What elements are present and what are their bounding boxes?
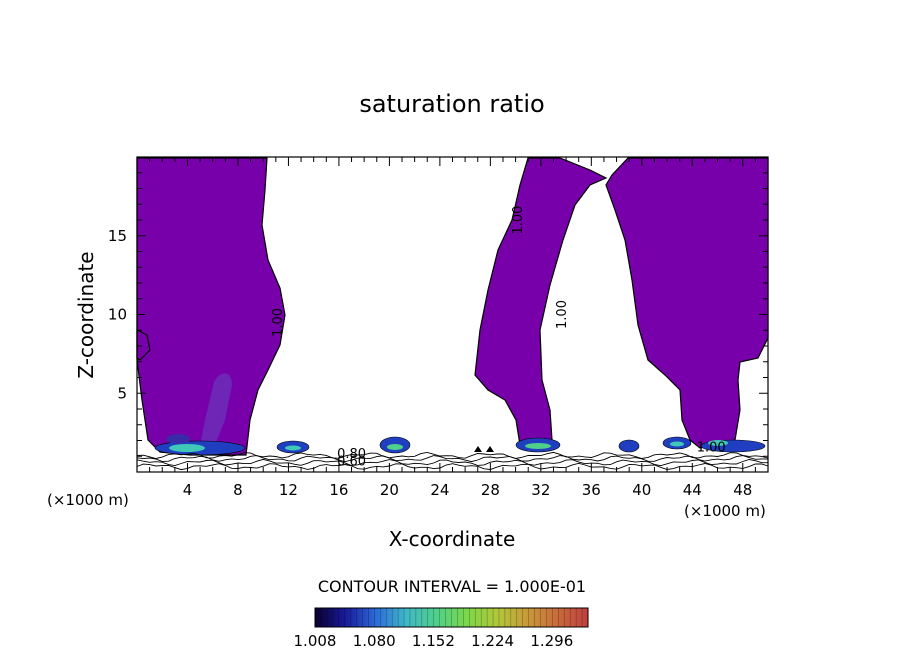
x-tick-label: 4 — [183, 481, 193, 499]
contour-label: 1.00 — [511, 206, 526, 235]
ground-contour — [136, 451, 769, 459]
x-tick-label: 48 — [733, 481, 752, 499]
contour-label: 0.60 — [337, 455, 366, 470]
contour-label: 1.00 — [271, 308, 286, 337]
x-unit-right: (×1000 m) — [684, 502, 766, 520]
x-tick-label: 20 — [380, 481, 399, 499]
axis-ticks — [137, 157, 768, 472]
x-unit-left: (×1000 m) — [47, 491, 129, 509]
contour-label: 1.00 — [555, 300, 570, 329]
x-tick-label: 8 — [233, 481, 243, 499]
x-tick-label: 16 — [329, 481, 348, 499]
chart-title: saturation ratio — [359, 90, 544, 118]
colorbar-tick-label: 1.008 — [294, 632, 337, 650]
y-tick-label: 15 — [108, 227, 127, 245]
ground-contour — [136, 458, 768, 467]
colorbar-tick-label: 1.152 — [412, 632, 455, 650]
ground-contour — [136, 455, 769, 463]
near-surface-patches — [154, 434, 766, 456]
ground-contour-lines — [136, 451, 769, 471]
contour-label: 0.80 — [337, 447, 366, 462]
y-tick-labels: 5 10 15 — [108, 227, 127, 403]
contour-interval: CONTOUR INTERVAL = 1.000E-01 — [318, 577, 586, 596]
colorbar-tick-label: 1.080 — [353, 632, 396, 650]
x-tick-label: 32 — [531, 481, 550, 499]
x-tick-label: 12 — [279, 481, 298, 499]
x-tick-label: 40 — [632, 481, 651, 499]
x-tick-label: 44 — [683, 481, 702, 499]
colorbar-tick-label: 1.296 — [530, 632, 573, 650]
x-tick-labels: 4 8 12 16 20 24 28 32 36 40 44 48 — [183, 481, 753, 499]
colorbar-tick-label: 1.224 — [471, 632, 514, 650]
region-left-streak — [200, 373, 232, 445]
region-center — [474, 157, 608, 446]
region-left — [136, 157, 286, 456]
colorbar-divisions — [320, 608, 583, 627]
y-tick-label: 10 — [108, 306, 127, 324]
ground-contour — [136, 462, 769, 471]
y-axis-label: Z-coordinate — [74, 251, 98, 378]
colorbar-labels: 1.008 1.080 1.152 1.224 1.296 — [294, 632, 574, 650]
x-tick-label: 24 — [430, 481, 449, 499]
x-tick-label: 28 — [481, 481, 500, 499]
patch-39 — [618, 439, 640, 453]
y-tick-label: 5 — [117, 384, 127, 402]
supersaturated-regions — [136, 157, 769, 456]
region-right — [605, 157, 769, 449]
x-axis-label: X-coordinate — [389, 527, 516, 551]
contour-label: 1.00 — [697, 441, 726, 456]
x-tick-label: 36 — [582, 481, 601, 499]
contour-labels: 1.00 1.00 1.00 1.00 0.800.60 — [271, 206, 726, 470]
